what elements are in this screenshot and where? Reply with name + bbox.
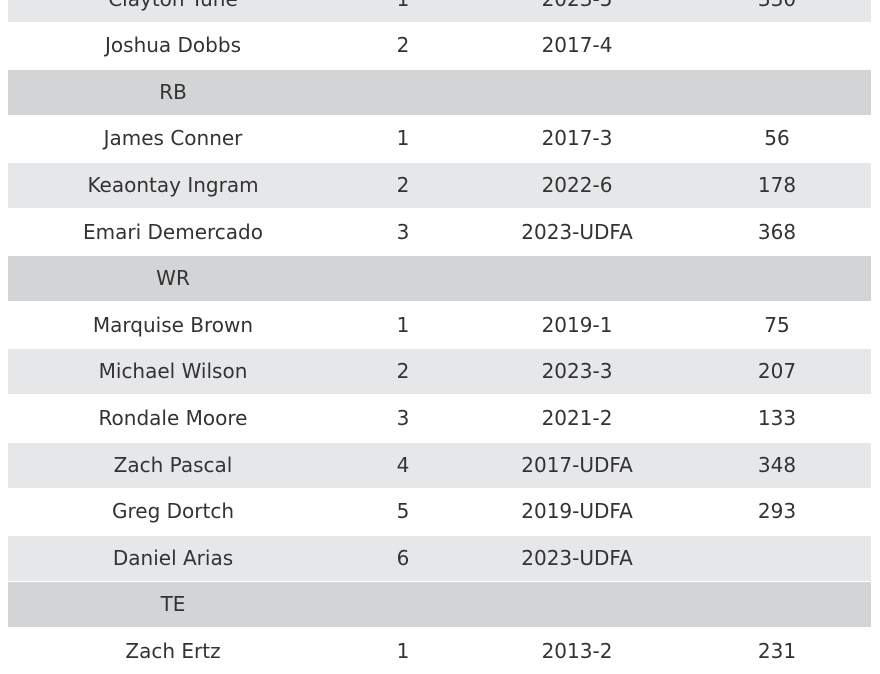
table-cell: 1 [397, 0, 410, 22]
group-row: RB [8, 69, 871, 115]
table-cell: 1 [396, 126, 410, 151]
group-label: WR [156, 266, 190, 291]
table-cell: 2019-1 [541, 312, 613, 337]
table-cell: Zach Ertz [125, 638, 221, 663]
group-row: TE [8, 582, 871, 628]
page: Clayton Tune 1 2023-5 330 Joshua Dobbs 2 2017-… [8, 0, 871, 663]
table-row: James Conner 1 2017-3 56 [8, 116, 871, 162]
table-cell: 5 [396, 499, 410, 524]
table-cell: Zach Pascal [113, 452, 233, 477]
table-cell: Rondale Moore [98, 405, 248, 430]
table-cell: Emari Demercado [83, 219, 263, 244]
table-row: Daniel Arias 6 2023-UDFA [8, 535, 871, 581]
table-cell: 2017-UDFA [521, 452, 633, 477]
table-cell: 2022-6 [541, 172, 613, 197]
table-cell: 2017-3 [541, 126, 613, 151]
table-cell: Marquise Brown [92, 312, 254, 337]
table-cell: 6 [396, 545, 410, 570]
table-row: Greg Dortch 5 2019-UDFA 293 [8, 489, 871, 535]
table-cell: Keaontay Ingram [87, 172, 259, 197]
table-cell: Michael Wilson [98, 359, 248, 384]
table-row: Michael Wilson 2 2023-3 207 [8, 349, 871, 395]
table-cell: 4 [396, 452, 410, 477]
table-row: Joshua Dobbs 2 2017-4 [8, 23, 871, 69]
table-cell: 330 [758, 0, 796, 22]
table-row: Clayton Tune 1 2023-5 330 [8, 0, 871, 22]
table-cell: 2023-UDFA [521, 545, 633, 570]
table-cell: 1 [396, 312, 410, 337]
table-row: Rondale Moore 3 2021-2 133 [8, 395, 871, 441]
table-cell: 348 [757, 452, 797, 477]
group-label: RB [159, 79, 187, 104]
group-label: TE [160, 592, 186, 617]
table-cell: Joshua Dobbs [105, 33, 241, 58]
table-cell: 3 [396, 219, 410, 244]
table-cell: 2021-2 [541, 405, 613, 430]
table-cell: 2013-2 [541, 638, 613, 663]
table-row: Marquise Brown 1 2019-1 75 [8, 302, 871, 348]
table-cell: 231 [757, 638, 797, 663]
table-cell: 2 [396, 33, 410, 58]
table-row: Zach Ertz 1 2013-2 231 [8, 628, 871, 674]
table-row: Zach Pascal 4 2017-UDFA 348 [8, 442, 871, 488]
table-cell: 293 [757, 499, 797, 524]
table-cell: 178 [757, 172, 797, 197]
table-cell: 368 [757, 219, 797, 244]
table-cell: James Conner [103, 126, 243, 151]
table-cell: Daniel Arias [112, 545, 234, 570]
group-row: WR [8, 256, 871, 302]
table-cell: Clayton Tune [108, 0, 238, 22]
table-row: Keaontay Ingram 2 2022-6 178 [8, 162, 871, 208]
table-cell: 1 [396, 638, 410, 663]
table-cell: 2017-4 [541, 33, 613, 58]
table-cell: 2 [396, 172, 410, 197]
table-cell: 56 [764, 126, 790, 151]
table-cell: 2 [396, 359, 410, 384]
table-cell: 133 [757, 405, 797, 430]
table-cell: 2023-5 [542, 0, 613, 22]
table-row: Emari Demercado 3 2023-UDFA 368 [8, 209, 871, 255]
table-cell: 207 [757, 359, 797, 384]
table-cell: 2023-3 [541, 359, 613, 384]
table-cell: 2023-UDFA [521, 219, 633, 244]
table-cell: 75 [764, 312, 790, 337]
table-cell: Greg Dortch [111, 499, 235, 524]
table-cell: 3 [396, 405, 410, 430]
table-cell: 2019-UDFA [521, 499, 633, 524]
